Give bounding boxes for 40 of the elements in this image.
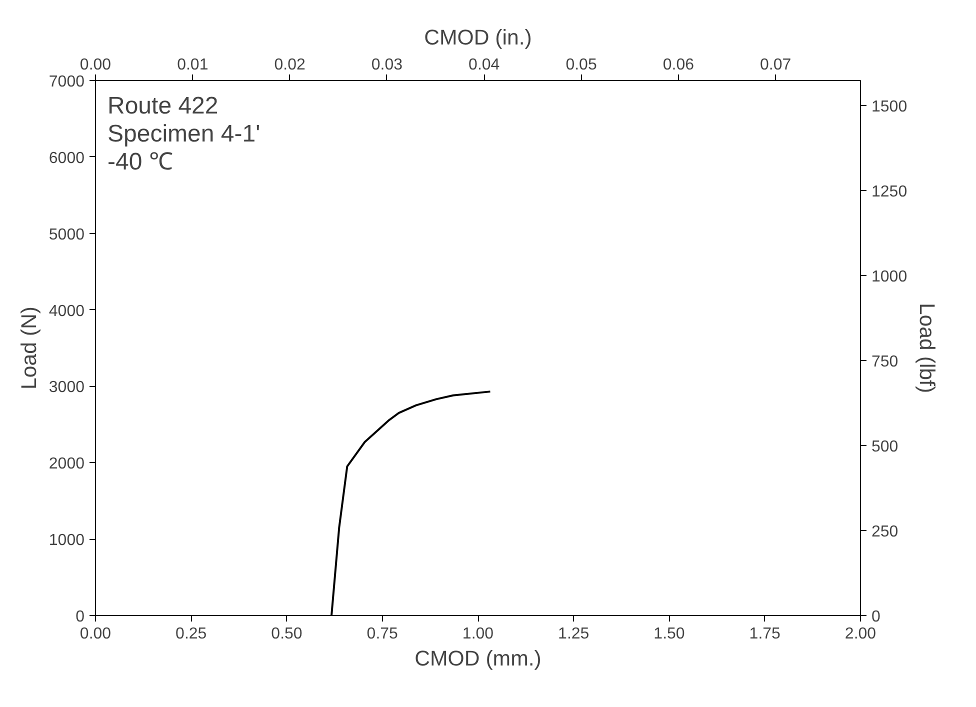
y-tick-label: 0 [76,608,85,626]
line-series [330,390,492,616]
x2-tick-label: 0.01 [177,56,208,74]
x2-tick-label: 0.03 [371,56,403,74]
x-tick-label: 0.50 [271,626,302,642]
x-tick-label: 0.25 [176,626,207,642]
x-tick-label: 1.00 [462,626,494,642]
y2-tick-label: 250 [872,524,898,541]
x2-axis-title: CMOD (in.) [424,26,532,50]
x-axis-title: CMOD (mm.) [414,646,542,670]
x-tick-label: 1.25 [558,626,590,642]
x-tick-label: 2.00 [844,626,876,642]
y2-tick-label: 1250 [872,184,908,201]
y2-tick-label: 750 [872,354,898,371]
annotation: Route 422 [108,92,218,120]
x2-tick-label: 0.07 [760,56,792,74]
y-tick-label: 4000 [48,302,85,320]
x-tick-label: 0.00 [80,626,112,642]
y2-axis-title: Load (lbf) [915,302,940,394]
y-tick-label: 2000 [48,456,85,473]
y2-tick-label: 1000 [872,268,908,286]
annotation: -40 ℃ [108,148,173,176]
y2-tick-label: 500 [872,438,898,456]
y-tick-label: 5000 [48,226,85,244]
y-tick-label: 6000 [48,150,85,167]
y2-tick-label: 0 [872,608,880,626]
x2-tick-label: 0.04 [468,56,500,74]
x-tick-label: 1.50 [654,626,685,642]
x2-tick-label: 0.05 [566,56,597,74]
y-tick-label: 7000 [48,74,85,90]
y-tick-label: 3000 [48,379,85,396]
annotation: Specimen 4-1' [108,120,260,148]
x-tick-label: 1.75 [749,626,781,642]
x2-tick-label: 0.06 [662,56,694,74]
x-tick-label: 0.75 [366,626,398,642]
x2-tick-label: 0.00 [80,56,112,74]
x2-tick-label: 0.02 [274,56,306,74]
y-tick-label: 1000 [48,532,85,550]
y-axis-title: Load (N) [16,306,41,390]
y2-tick-label: 1500 [872,98,908,116]
